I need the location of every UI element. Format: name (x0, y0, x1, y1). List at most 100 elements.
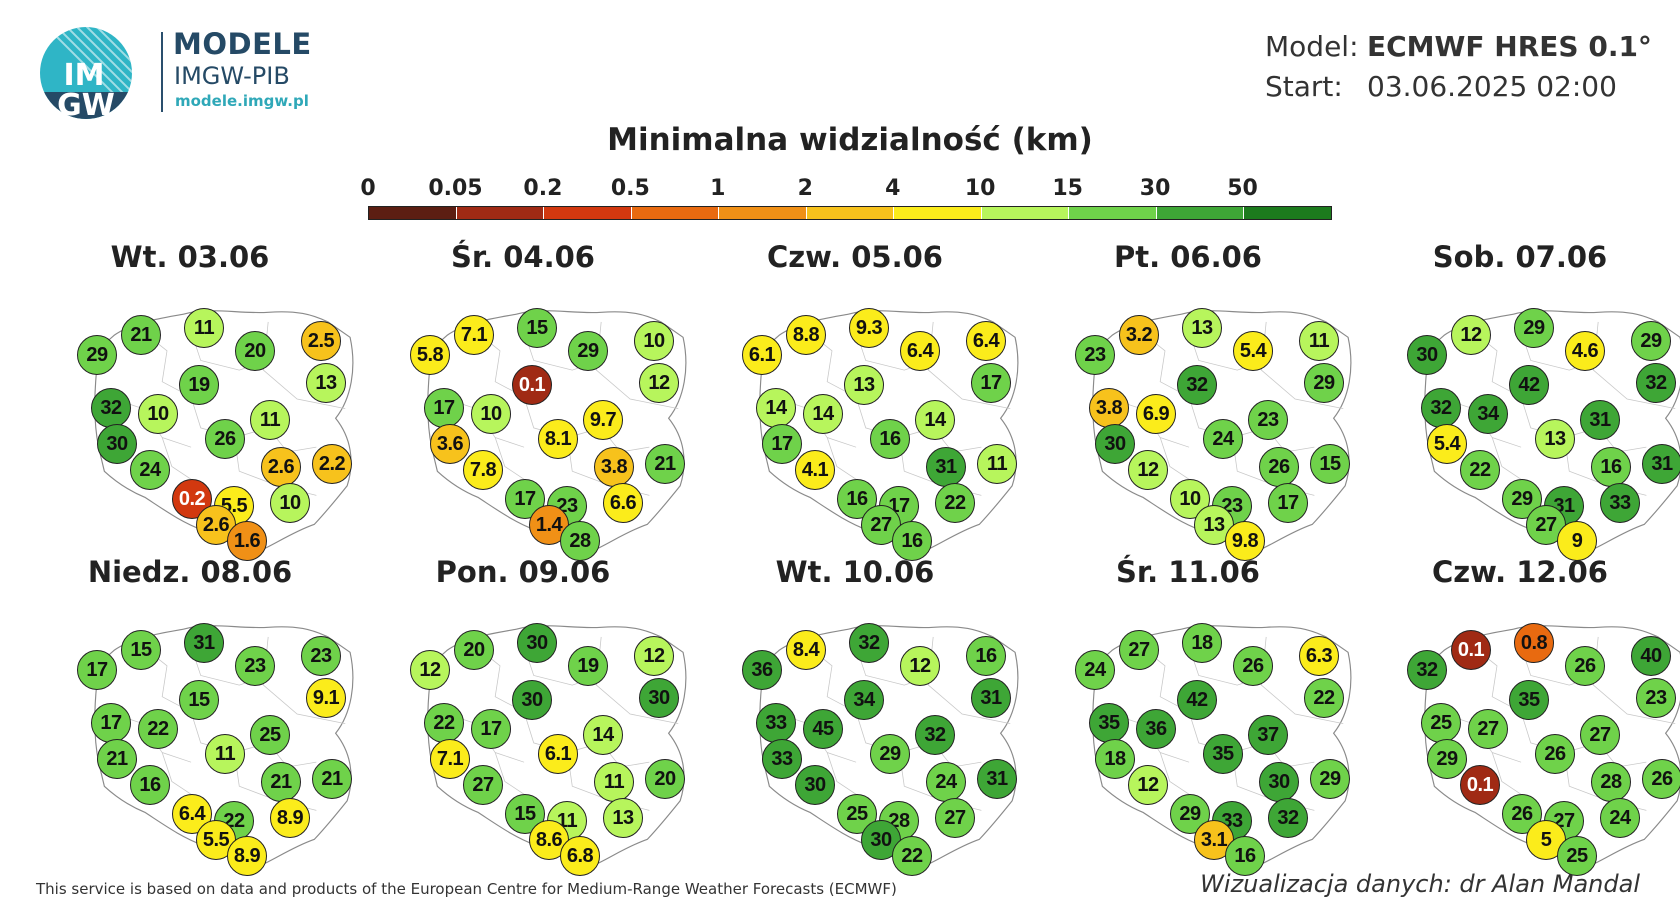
visibility-value-bubble: 8.6 (529, 820, 569, 860)
visibility-value-bubble: 30 (639, 678, 679, 718)
poland-map: 27 18 24 26 6.3 22 42 35 36 37 18 35 12 30 29 29 33 32 3.1… (1073, 608, 1363, 876)
panel-day-title: Czw. 12.06 (1432, 555, 1608, 589)
visibility-value-bubble: 26 (1535, 734, 1575, 774)
forecast-day-panel: Śr. 04.06 7.1 15 5.8 29 10 12 0.1 17 10 9.7 3.6 8.1 7… (368, 240, 687, 561)
visibility-value-bubble: 29 (1310, 759, 1350, 799)
visibility-value-bubble: 28 (560, 521, 600, 561)
visibility-value-bubble: 25 (1557, 836, 1597, 876)
visibility-value-bubble: 36 (742, 650, 782, 690)
logo-divider (161, 32, 163, 112)
visibility-value-bubble: 2.2 (312, 444, 352, 484)
visibility-value-bubble: 31 (977, 759, 1017, 799)
forecast-day-panel: Śr. 11.06 27 18 24 26 6.3 22 42 35 36 37 18 35 12 30 29… (1033, 555, 1352, 876)
panel-day-title: Wt. 10.06 (775, 555, 935, 589)
visibility-value-bubble: 12 (1128, 450, 1168, 490)
visibility-value-bubble: 7.1 (454, 315, 494, 355)
poland-map: 7.1 15 5.8 29 10 12 0.1 17 10 9.7 3.6 8.1 7.8 3.8 21 17… (408, 293, 698, 561)
visibility-value-bubble: 17 (77, 650, 117, 690)
legend-swatch (894, 207, 982, 219)
legend-swatch (1244, 207, 1332, 219)
visibility-value-bubble: 17 (971, 363, 1011, 403)
visibility-value-bubble: 3.2 (1119, 315, 1159, 355)
visibility-value-bubble: 21 (121, 315, 161, 355)
visibility-value-bubble: 23 (1636, 678, 1676, 718)
visibility-value-bubble: 12 (410, 650, 450, 690)
visibility-value-bubble: 5.4 (1233, 331, 1273, 371)
visibility-value-bubble: 9.3 (849, 308, 889, 348)
visibility-value-bubble: 30 (795, 765, 835, 805)
visibility-value-bubble: 8.4 (786, 630, 826, 670)
visibility-value-bubble: 12 (639, 363, 679, 403)
forecast-day-panel: Niedz. 08.06 15 31 17 23 23 9.1 15 17 22 25 21 11 16 2… (35, 555, 354, 876)
model-label: Model: (1265, 30, 1359, 63)
forecast-day-panel: Czw. 12.06 0.1 0.8 32 26 40 23 35 25 27 27 29 26 0.1 2… (1365, 555, 1680, 876)
poland-map: 12 29 30 4.6 29 32 42 32 34 31 5.4 13 22 16 31 29 31 33 27… (1405, 293, 1680, 561)
visibility-value-bubble: 8.9 (227, 836, 267, 876)
panel-day-title: Niedz. 08.06 (87, 555, 293, 589)
visibility-value-bubble: 14 (583, 715, 623, 755)
visibility-value-bubble: 17 (424, 388, 464, 428)
visibility-value-bubble: 10 (471, 394, 511, 434)
forecast-day-panel: Czw. 05.06 8.8 9.3 6.1 6.4 6.4 17 13 14 14 14 17 16 4… (700, 240, 1019, 561)
visibility-value-bubble: 13 (603, 798, 643, 838)
visibility-value-bubble: 30 (512, 680, 552, 720)
visibility-value-bubble: 20 (235, 331, 275, 371)
color-legend: 0 0.05 0.2 0.5 1 2 4 10 15 30 50 (360, 176, 1332, 220)
visibility-value-bubble: 13 (306, 363, 346, 403)
visibility-value-bubble: 9.7 (583, 400, 623, 440)
visibility-value-bubble: 8.8 (786, 315, 826, 355)
visibility-value-bubble: 14 (803, 394, 843, 434)
panel-day-title: Sob. 07.06 (1432, 240, 1608, 274)
visibility-value-bubble: 20 (645, 759, 685, 799)
visibility-value-bubble: 1.6 (227, 521, 267, 561)
visibility-value-bubble: 37 (1248, 715, 1288, 755)
visibility-value-bubble: 13 (1182, 308, 1222, 348)
visibility-value-bubble: 9 (1557, 521, 1597, 561)
visibility-value-bubble: 31 (926, 447, 966, 487)
panel-day-title: Pon. 09.06 (435, 555, 611, 589)
visibility-value-bubble: 24 (130, 450, 170, 490)
visibility-value-bubble: 25 (250, 715, 290, 755)
legend-tick-label: 0 (360, 176, 376, 201)
brand-url-link[interactable]: modele.imgw.pl (175, 92, 309, 110)
visibility-value-bubble: 30 (517, 623, 557, 663)
visibility-value-bubble: 16 (966, 636, 1006, 676)
visibility-value-bubble: 3.8 (594, 447, 634, 487)
visibility-value-bubble: 10 (634, 321, 674, 361)
visibility-value-bubble: 6.3 (1299, 636, 1339, 676)
legend-swatch (719, 207, 807, 219)
visibility-value-bubble: 26 (205, 419, 245, 459)
visibility-value-bubble: 15 (121, 630, 161, 670)
visibility-value-bubble: 12 (1451, 315, 1491, 355)
visibility-value-bubble: 15 (1310, 444, 1350, 484)
panel-day-title: Śr. 04.06 (451, 240, 595, 274)
visibility-value-bubble: 3.6 (430, 424, 470, 464)
visibility-value-bubble: 22 (892, 836, 932, 876)
visibility-value-bubble: 27 (1580, 715, 1620, 755)
imgw-logo: IM GW (40, 27, 132, 120)
visibility-value-bubble: 27 (1119, 630, 1159, 670)
visibility-value-bubble: 3.8 (1089, 388, 1129, 428)
forecast-day-panel: Sob. 07.06 12 29 30 4.6 29 32 42 32 34 31 5.4 13 22 16… (1365, 240, 1680, 561)
visibility-value-bubble: 22 (1460, 450, 1500, 490)
legend-tick-label: 0.5 (610, 176, 650, 201)
visibility-value-bubble: 16 (892, 521, 932, 561)
poland-map: 3.2 13 23 5.4 11 29 32 3.8 6.9 23 30 24 12 26 15 10 23 17… (1073, 293, 1363, 561)
visibility-value-bubble: 12 (634, 636, 674, 676)
visibility-value-bubble: 11 (205, 734, 245, 774)
forecast-day-panel: Pt. 06.06 3.2 13 23 5.4 11 29 32 3.8 6.9 23 30 24 12 2… (1033, 240, 1352, 561)
legend-swatch (369, 207, 457, 219)
svg-text:GW: GW (57, 88, 115, 120)
visibility-value-bubble: 31 (1580, 400, 1620, 440)
visibility-value-bubble: 24 (1075, 650, 1115, 690)
visibility-value-bubble: 35 (1203, 734, 1243, 774)
visibility-value-bubble: 26 (1502, 794, 1542, 834)
visibility-value-bubble: 26 (1565, 646, 1605, 686)
visibility-value-bubble: 31 (1642, 444, 1680, 484)
visibility-value-bubble: 32 (915, 715, 955, 755)
legend-swatch (981, 207, 1070, 219)
visibility-value-bubble: 2.5 (301, 321, 341, 361)
visibility-value-bubble: 23 (235, 646, 275, 686)
visibility-value-bubble: 30 (97, 424, 137, 464)
visibility-value-bubble: 27 (861, 505, 901, 545)
